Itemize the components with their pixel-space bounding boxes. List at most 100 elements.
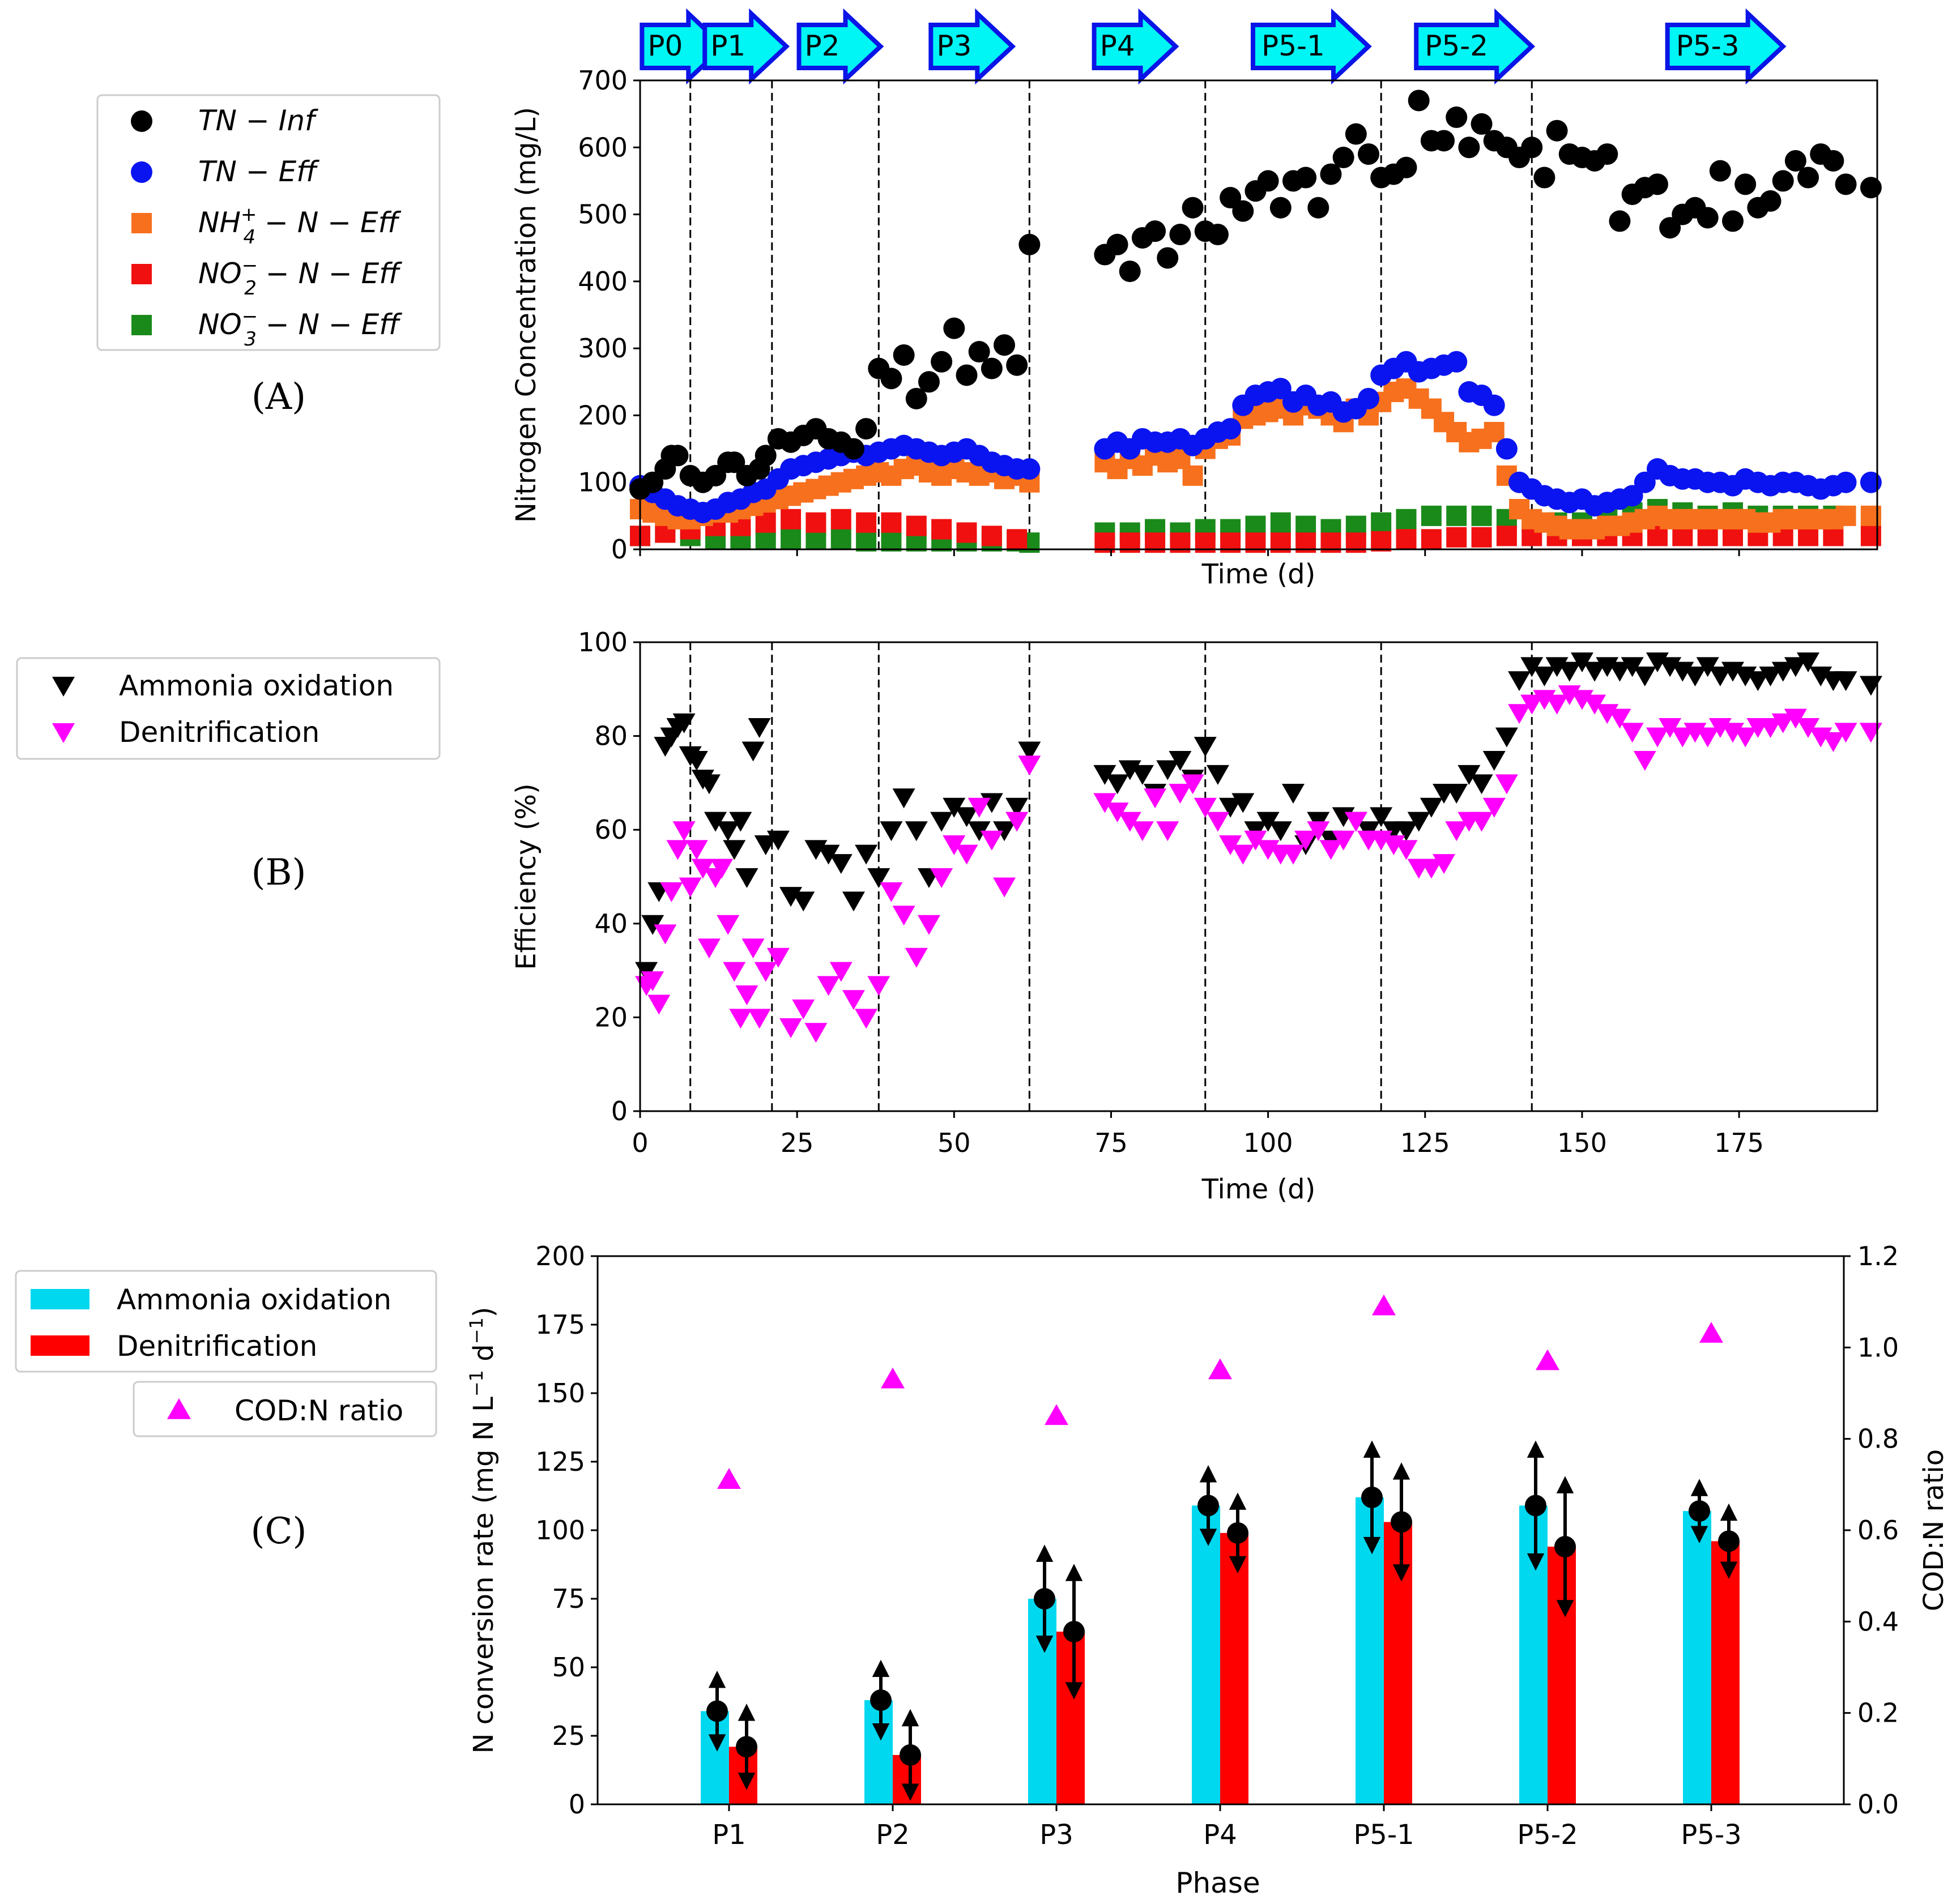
error-bar-denitrification <box>1391 1462 1412 1582</box>
denitrification-point <box>1759 718 1782 738</box>
bar-denitrification <box>1384 1522 1412 1804</box>
denitrification-point <box>1822 732 1845 752</box>
tn-eff-point <box>1495 438 1518 460</box>
legend-label: NH+ 4 − N − Eff <box>198 203 401 249</box>
y-tick-label: 80 <box>594 721 628 752</box>
ammonia-oxidation-point <box>1420 797 1443 818</box>
y-tick-label: 200 <box>535 1241 585 1271</box>
legend-swatch <box>31 1335 89 1356</box>
y2-tick-label: 0.4 <box>1857 1606 1899 1637</box>
x-tick-label: P5-1 <box>1353 1819 1414 1851</box>
error-arrow-down <box>708 1734 726 1752</box>
tn-inf-point <box>1332 147 1354 169</box>
error-bar-ammonia-oxidation <box>1525 1440 1546 1571</box>
panel-b-y-ticks: 0 20 40 60 80 100 <box>578 627 640 1126</box>
ammonia-oxidation-point <box>704 812 727 832</box>
error-arrow-up <box>738 1704 756 1721</box>
series-tn-eff <box>629 351 1882 523</box>
bar-ammonia-oxidation <box>1028 1599 1056 1804</box>
tn-inf-point <box>1157 247 1179 269</box>
no3-point <box>1396 509 1417 530</box>
denitrification-point <box>1206 812 1229 832</box>
cod-ratio-point <box>1372 1294 1396 1316</box>
denitrification-point <box>1156 821 1179 842</box>
ammonia-oxidation-point <box>723 840 746 860</box>
denitrification-point <box>1181 774 1204 795</box>
denitrification-point <box>1834 723 1857 743</box>
denitrification-point <box>1131 821 1154 842</box>
denitrification-point <box>980 830 1003 851</box>
tn-inf-point <box>1144 220 1166 242</box>
denitrification-point <box>1771 713 1795 733</box>
mean-dot <box>1227 1522 1248 1544</box>
denitrification-point <box>943 835 966 856</box>
y-tick-label: 125 <box>535 1446 585 1477</box>
legend-label: COD:N ratio <box>235 1394 403 1427</box>
mean-dot <box>1718 1530 1740 1552</box>
mean-dot <box>1525 1495 1546 1517</box>
category-group <box>1028 1599 1085 1804</box>
ammonia-oxidation-point <box>1621 657 1644 677</box>
ammonia-oxidation-point <box>1533 666 1556 686</box>
error-bar-denitrification <box>1227 1492 1248 1574</box>
phase-arrow-shape <box>1414 8 1536 85</box>
ammonia-oxidation-point <box>1093 765 1116 785</box>
legend-entry-denit: Denitrification <box>31 1330 317 1363</box>
y-tick-label: 175 <box>535 1309 585 1340</box>
bar-ammonia-oxidation <box>701 1711 729 1804</box>
denitrification-point <box>710 859 734 879</box>
legend-marker <box>131 264 152 284</box>
legend-label: Ammonia oxidation <box>119 669 394 702</box>
denitrification-point <box>829 962 853 982</box>
denitrification-point <box>691 859 714 879</box>
category-group <box>701 1711 757 1804</box>
ammonia-oxidation-point <box>641 915 664 935</box>
no2-point <box>981 526 1002 547</box>
denitrification-point <box>817 976 840 996</box>
denitrification-point <box>1294 830 1318 851</box>
tn-inf-point <box>1295 167 1317 189</box>
legend-entry-no3_eff: NO− 3 − N − Eff <box>131 305 402 351</box>
ammonia-oxidation-point <box>1156 760 1179 780</box>
ammonia-oxidation-point <box>748 718 771 738</box>
ammonia-oxidation-point <box>1759 666 1782 686</box>
ammonia-oxidation-point <box>993 821 1016 842</box>
tn-inf-point <box>723 451 745 473</box>
ammonia-oxidation-point <box>697 774 721 795</box>
y2-tick-label: 0.0 <box>1857 1789 1899 1820</box>
no3-point <box>1446 505 1467 526</box>
cod-ratio-point <box>1208 1358 1232 1380</box>
y-tick-label: 0 <box>569 1789 585 1820</box>
error-arrow-down <box>1363 1536 1381 1555</box>
y-tick-label: 700 <box>578 65 628 96</box>
legend-label: Denitrification <box>119 716 319 749</box>
denitrification-point <box>1734 727 1757 748</box>
denitrification-point <box>1319 840 1342 860</box>
panel-a-xlabel: Time (d) <box>1201 558 1316 590</box>
legend-marker <box>131 110 152 132</box>
panel-a-plot-area <box>629 79 1882 553</box>
x-tick-label: P3 <box>1039 1819 1073 1851</box>
tn-inf-point <box>1458 136 1480 159</box>
no2-point <box>1421 529 1442 550</box>
error-arrow-down <box>1527 1553 1545 1571</box>
tn-inf-point <box>994 334 1016 356</box>
ammonia-oxidation-point <box>1018 741 1041 762</box>
no3-point <box>830 529 851 550</box>
ammonia-oxidation-point <box>1696 657 1719 677</box>
denitrification-point <box>1344 812 1367 832</box>
panel-c-y-ticks: 0 25 50 75 100 125 150 175 200 <box>535 1241 598 1820</box>
panel-c-label: (C) <box>251 1510 307 1552</box>
mean-dot <box>1361 1486 1383 1508</box>
x-tick-label: 100 <box>1243 1128 1293 1158</box>
panel-a: P0 P1 P2 P3 P4 P5-1 P5-2 P5-3 0 100 200 300 400 500 6… <box>96 8 1882 590</box>
panel-a-label: (A) <box>252 376 306 418</box>
error-arrow-down <box>1392 1564 1410 1582</box>
ammonia-oxidation-point <box>766 830 790 851</box>
error-arrow-up <box>1527 1440 1545 1458</box>
tn-inf-point <box>1835 173 1857 195</box>
denitrification-point <box>792 999 815 1019</box>
ammonia-oxidation-point <box>892 788 915 809</box>
tn-inf-point <box>1697 207 1719 229</box>
tn-inf-point <box>842 438 864 460</box>
